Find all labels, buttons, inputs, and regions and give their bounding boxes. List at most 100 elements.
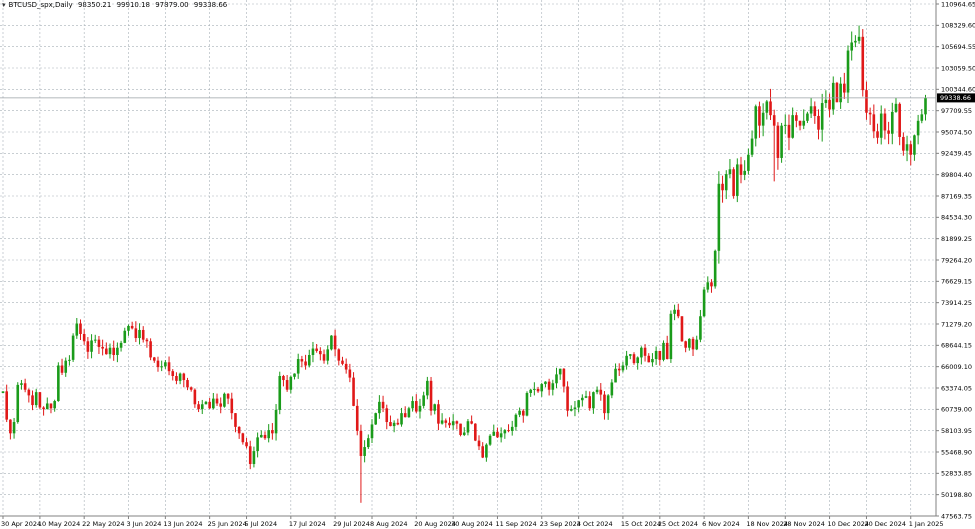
candle-body-bear bbox=[337, 349, 341, 361]
candle-body-bear bbox=[197, 404, 200, 410]
candle-body-bear bbox=[909, 144, 913, 155]
x-tick-label: 15 Oct 2024 bbox=[621, 520, 661, 528]
candle-body-bull bbox=[16, 384, 20, 423]
candle-body-bull bbox=[108, 347, 112, 355]
candle-body-bear bbox=[248, 446, 252, 465]
y-tick-label: 60739.00 bbox=[941, 406, 972, 414]
candle-body-bear bbox=[691, 338, 695, 350]
candle-body-bull bbox=[806, 113, 809, 121]
candle-body-bull bbox=[68, 359, 71, 361]
candle-body-bull bbox=[400, 413, 403, 425]
candle-body-bull bbox=[367, 438, 370, 448]
candle-body-bear bbox=[617, 368, 621, 371]
candle-body-bear bbox=[82, 334, 86, 342]
candle-body-bear bbox=[285, 380, 289, 390]
high-value: 99910.18 bbox=[116, 1, 150, 9]
candle-body-bull bbox=[370, 424, 374, 439]
y-tick-label: 97709.55 bbox=[941, 107, 972, 115]
candle-body-bull bbox=[920, 114, 924, 121]
candle-body-bear bbox=[603, 394, 606, 414]
candle-body-bull bbox=[116, 347, 119, 356]
candle-body-bull bbox=[765, 101, 769, 113]
candle-body-bull bbox=[581, 397, 584, 401]
x-tick-label: 11 Sep 2024 bbox=[495, 520, 536, 528]
candle-body-bull bbox=[45, 403, 49, 410]
candle-body-bear bbox=[562, 368, 566, 387]
candle-body-bull bbox=[540, 384, 544, 392]
candle-body-bear bbox=[189, 387, 193, 390]
candle-body-bull bbox=[278, 375, 282, 410]
candle-body-bear bbox=[86, 341, 90, 352]
candle-body-bear bbox=[175, 375, 178, 381]
candle-body-bull bbox=[488, 435, 492, 445]
candle-body-bear bbox=[315, 348, 318, 351]
candle-body-bear bbox=[680, 316, 684, 342]
candle-body-bull bbox=[127, 325, 130, 331]
candle-body-bull bbox=[640, 347, 643, 358]
candle-body-bull bbox=[699, 316, 702, 340]
candle-body-bull bbox=[551, 383, 555, 390]
candle-body-bull bbox=[407, 408, 411, 418]
candle-body-bull bbox=[625, 355, 628, 366]
candle-body-bear bbox=[42, 407, 45, 410]
close-value: 99338.66 bbox=[193, 1, 228, 9]
candle-body-bull bbox=[53, 401, 56, 409]
candle-body-bull bbox=[119, 342, 123, 348]
candle-body-bear bbox=[134, 328, 138, 339]
candle-body-bull bbox=[34, 392, 38, 406]
candle-body-bull bbox=[791, 115, 794, 138]
candle-body-bull bbox=[614, 368, 617, 383]
x-tick-label: 17 Jul 2024 bbox=[289, 520, 326, 528]
candle-body-bear bbox=[758, 106, 761, 126]
candle-body-bear bbox=[208, 401, 211, 409]
dropdown-triangle-icon[interactable]: ▾ bbox=[2, 1, 6, 9]
candle-body-bear bbox=[344, 363, 348, 370]
candle-body-bull bbox=[820, 103, 824, 130]
candle-body-bull bbox=[433, 404, 437, 411]
x-tick-label: 18 Nov 2024 bbox=[746, 520, 788, 528]
y-tick-label: 103059.50 bbox=[941, 64, 975, 72]
x-tick-label: 25 Oct 2024 bbox=[658, 520, 698, 528]
candle-body-bull bbox=[93, 339, 97, 341]
candle-body-bull bbox=[75, 323, 79, 336]
candle-body-bull bbox=[252, 451, 256, 465]
candle-body-bear bbox=[105, 348, 108, 355]
candle-body-bull bbox=[499, 433, 503, 438]
candle-body-bear bbox=[665, 342, 669, 360]
candle-body-bull bbox=[555, 374, 558, 384]
candle-body-bull bbox=[636, 357, 639, 364]
candle-body-bear bbox=[219, 403, 223, 407]
y-tick-label: 55468.90 bbox=[941, 448, 972, 456]
candle-body-bull bbox=[573, 407, 577, 410]
candle-body-bear bbox=[234, 413, 237, 427]
candle-body-bear bbox=[23, 383, 27, 390]
y-tick-label: 68644.15 bbox=[941, 342, 972, 350]
y-tick-label: 58103.95 bbox=[941, 427, 972, 435]
candle-body-bull bbox=[57, 365, 60, 402]
x-tick-label: 22 May 2024 bbox=[82, 520, 124, 528]
y-tick-label: 110964.65 bbox=[941, 0, 975, 8]
candle-body-bear bbox=[145, 339, 149, 342]
candle-body-bull bbox=[518, 410, 521, 415]
y-tick-label: 73914.25 bbox=[941, 299, 972, 307]
candle-body-bear bbox=[141, 329, 145, 340]
candle-body-bull bbox=[260, 434, 263, 438]
y-tick-label: 95074.50 bbox=[941, 128, 972, 136]
open-value: 98350.21 bbox=[77, 1, 112, 9]
candle-body-bear bbox=[887, 130, 890, 134]
candle-body-bull bbox=[204, 401, 208, 405]
candle-body-bull bbox=[293, 373, 296, 377]
candle-body-bear bbox=[414, 401, 418, 412]
y-tick-label: 89804.40 bbox=[941, 171, 972, 179]
candle-body-bull bbox=[754, 106, 758, 139]
y-tick-label: 76629.15 bbox=[941, 278, 972, 286]
y-tick-label: 100344.60 bbox=[941, 86, 975, 94]
candle-body-bull bbox=[717, 183, 721, 251]
candle-body-bull bbox=[595, 389, 599, 393]
candle-body-bull bbox=[374, 413, 377, 425]
y-tick-label: 92439.45 bbox=[941, 150, 972, 158]
x-tick-label: 20 Aug 2024 bbox=[414, 520, 456, 528]
x-tick-label: 5 Jul 2024 bbox=[245, 520, 278, 528]
candle-body-bull bbox=[924, 97, 927, 115]
